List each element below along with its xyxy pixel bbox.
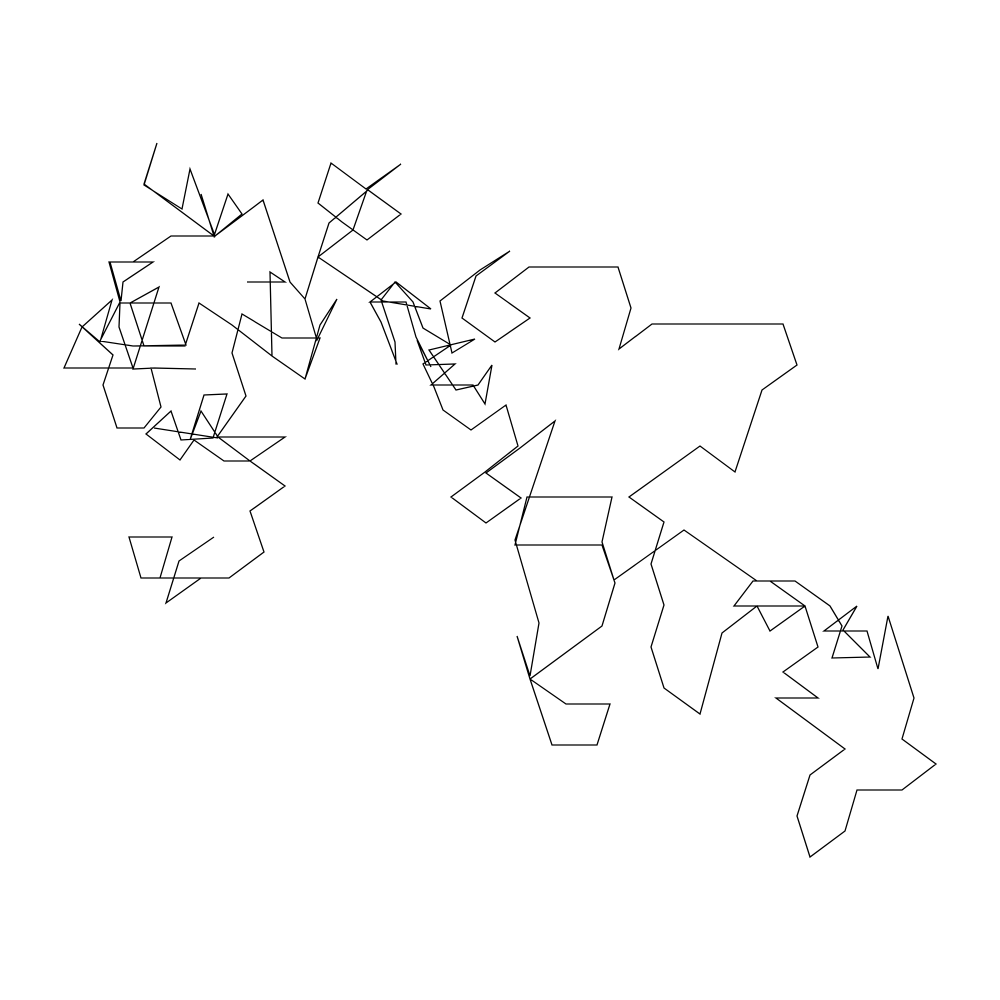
random-walk-path (63, 142, 938, 859)
